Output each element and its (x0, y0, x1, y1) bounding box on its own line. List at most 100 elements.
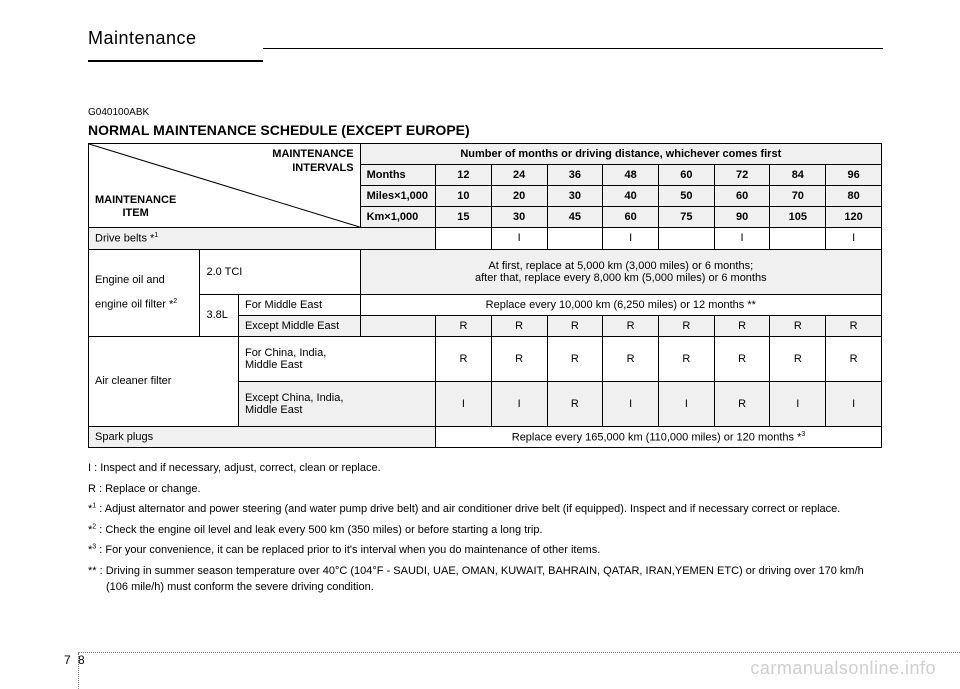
header-title: Maintenance (88, 28, 197, 48)
km-label: Km×1,000 (360, 207, 435, 228)
eo-l2: engine oil filter * (95, 299, 173, 311)
db4 (658, 228, 714, 250)
engine-oil-row2: 3.8L For Middle East Replace every 10,00… (89, 294, 882, 315)
mi4: 50 (658, 186, 714, 207)
v8r2-3: R (603, 315, 659, 336)
header-rule-thin (263, 48, 883, 49)
km7: 120 (826, 207, 882, 228)
ac2-5: R (714, 381, 770, 426)
note-i: I : Inspect and if necessary, adjust, co… (88, 460, 882, 477)
v8-row2-label: Except Middle East (238, 315, 360, 336)
ac2-7: I (826, 381, 882, 426)
note-star2: *2 : Check the engine oil level and leak… (88, 522, 882, 539)
tci-label: 2.0 TCI (200, 249, 360, 294)
m0: 12 (436, 165, 492, 186)
n3b: : Adjust alternator and power steering (… (96, 503, 840, 515)
mi2: 30 (547, 186, 603, 207)
sp-sup: 3 (801, 431, 805, 438)
section-title: NORMAL MAINTENANCE SCHEDULE (EXCEPT EURO… (88, 122, 882, 138)
ac1-5: R (714, 336, 770, 381)
engine-oil-label: Engine oil and engine oil filter *2 (89, 249, 200, 336)
km0: 15 (436, 207, 492, 228)
ac2-6: I (770, 381, 826, 426)
ac1-1: R (491, 336, 547, 381)
n5b: : For your convenience, it can be replac… (96, 544, 600, 556)
m1: 24 (491, 165, 547, 186)
m2: 36 (547, 165, 603, 186)
n4b: : Check the engine oil level and leak ev… (96, 524, 542, 536)
v8r2-6: R (770, 315, 826, 336)
eo-l1: Engine oil and (95, 274, 165, 286)
mi5: 60 (714, 186, 770, 207)
v8r2-5: R (714, 315, 770, 336)
tci-s1: At first, replace at 5,000 km (3,000 mil… (488, 260, 753, 272)
db3: I (603, 228, 659, 250)
km2: 45 (547, 207, 603, 228)
m3: 48 (603, 165, 659, 186)
air-cleaner-row1: Air cleaner filter For China, India, Mid… (89, 336, 882, 381)
air-cleaner-label: Air cleaner filter (89, 336, 239, 426)
mi6: 70 (770, 186, 826, 207)
ac2-2: R (547, 381, 603, 426)
db1: I (491, 228, 547, 250)
code-label: G040100ABK (88, 107, 882, 118)
note-doublestar: ** : Driving in summer season temperatur… (88, 563, 882, 596)
diag-b2: ITEM (123, 207, 149, 219)
ac-row2-label: Except China, India, Middle East (238, 381, 435, 426)
note-star1: *1 : Adjust alternator and power steerin… (88, 501, 882, 518)
km6: 105 (770, 207, 826, 228)
drive-belts-label: Drive belts *1 (89, 228, 436, 250)
ac2-4: I (658, 381, 714, 426)
v8-row1-label: For Middle East (238, 294, 360, 315)
ac2-l2: Middle East (245, 404, 302, 416)
diag-header: MAINTENANCE INTERVALS MAINTENANCE ITEM (89, 144, 361, 228)
spark-plugs-span: Replace every 165,000 km (110,000 miles)… (436, 426, 882, 448)
diag-t1: MAINTENANCE (272, 148, 353, 160)
mi0: 10 (436, 186, 492, 207)
ac1-4: R (658, 336, 714, 381)
db5: I (714, 228, 770, 250)
tci-span: At first, replace at 5,000 km (3,000 mil… (360, 249, 881, 294)
eo-sup: 2 (173, 298, 177, 305)
db-sup: 1 (154, 232, 158, 239)
ac1-6: R (770, 336, 826, 381)
footer-dots (78, 652, 960, 653)
diag-b1: MAINTENANCE (95, 194, 176, 206)
ac1-0: R (436, 336, 492, 381)
v8r2-cell (360, 315, 435, 336)
ac1-2: R (547, 336, 603, 381)
ac2-l1: Except China, India, (245, 392, 343, 404)
m6: 84 (770, 165, 826, 186)
km1: 30 (491, 207, 547, 228)
tci-s2: after that, replace every 8,000 km (5,00… (475, 272, 767, 284)
v8r2-1: R (491, 315, 547, 336)
watermark: carmanualsonline.info (750, 658, 936, 679)
km5: 90 (714, 207, 770, 228)
spark-plugs-row: Spark plugs Replace every 165,000 km (11… (89, 426, 882, 448)
km4: 75 (658, 207, 714, 228)
note-star3: *3 : For your convenience, it can be rep… (88, 542, 882, 559)
db6 (770, 228, 826, 250)
spark-plugs-label: Spark plugs (89, 426, 436, 448)
db2 (547, 228, 603, 250)
section-number: 7 (64, 653, 71, 667)
ac2-3: I (603, 381, 659, 426)
m4: 60 (658, 165, 714, 186)
ac2-1: I (491, 381, 547, 426)
diag-top: MAINTENANCE INTERVALS (272, 148, 353, 176)
mi7: 80 (826, 186, 882, 207)
page-footer: 7 8 (64, 653, 85, 667)
mi1: 20 (491, 186, 547, 207)
v8r2-7: R (826, 315, 882, 336)
db7: I (826, 228, 882, 250)
v8-label: 3.8L (200, 294, 239, 336)
m5: 72 (714, 165, 770, 186)
ac1-l1: For China, India, (245, 347, 326, 359)
m7: 96 (826, 165, 882, 186)
header-rule-thick (88, 60, 263, 62)
notes: I : Inspect and if necessary, adjust, co… (88, 460, 882, 596)
page-header: Maintenance (0, 0, 960, 49)
ac1-3: R (603, 336, 659, 381)
v8r2-4: R (658, 315, 714, 336)
v8-row1-span: Replace every 10,000 km (6,250 miles) or… (360, 294, 881, 315)
